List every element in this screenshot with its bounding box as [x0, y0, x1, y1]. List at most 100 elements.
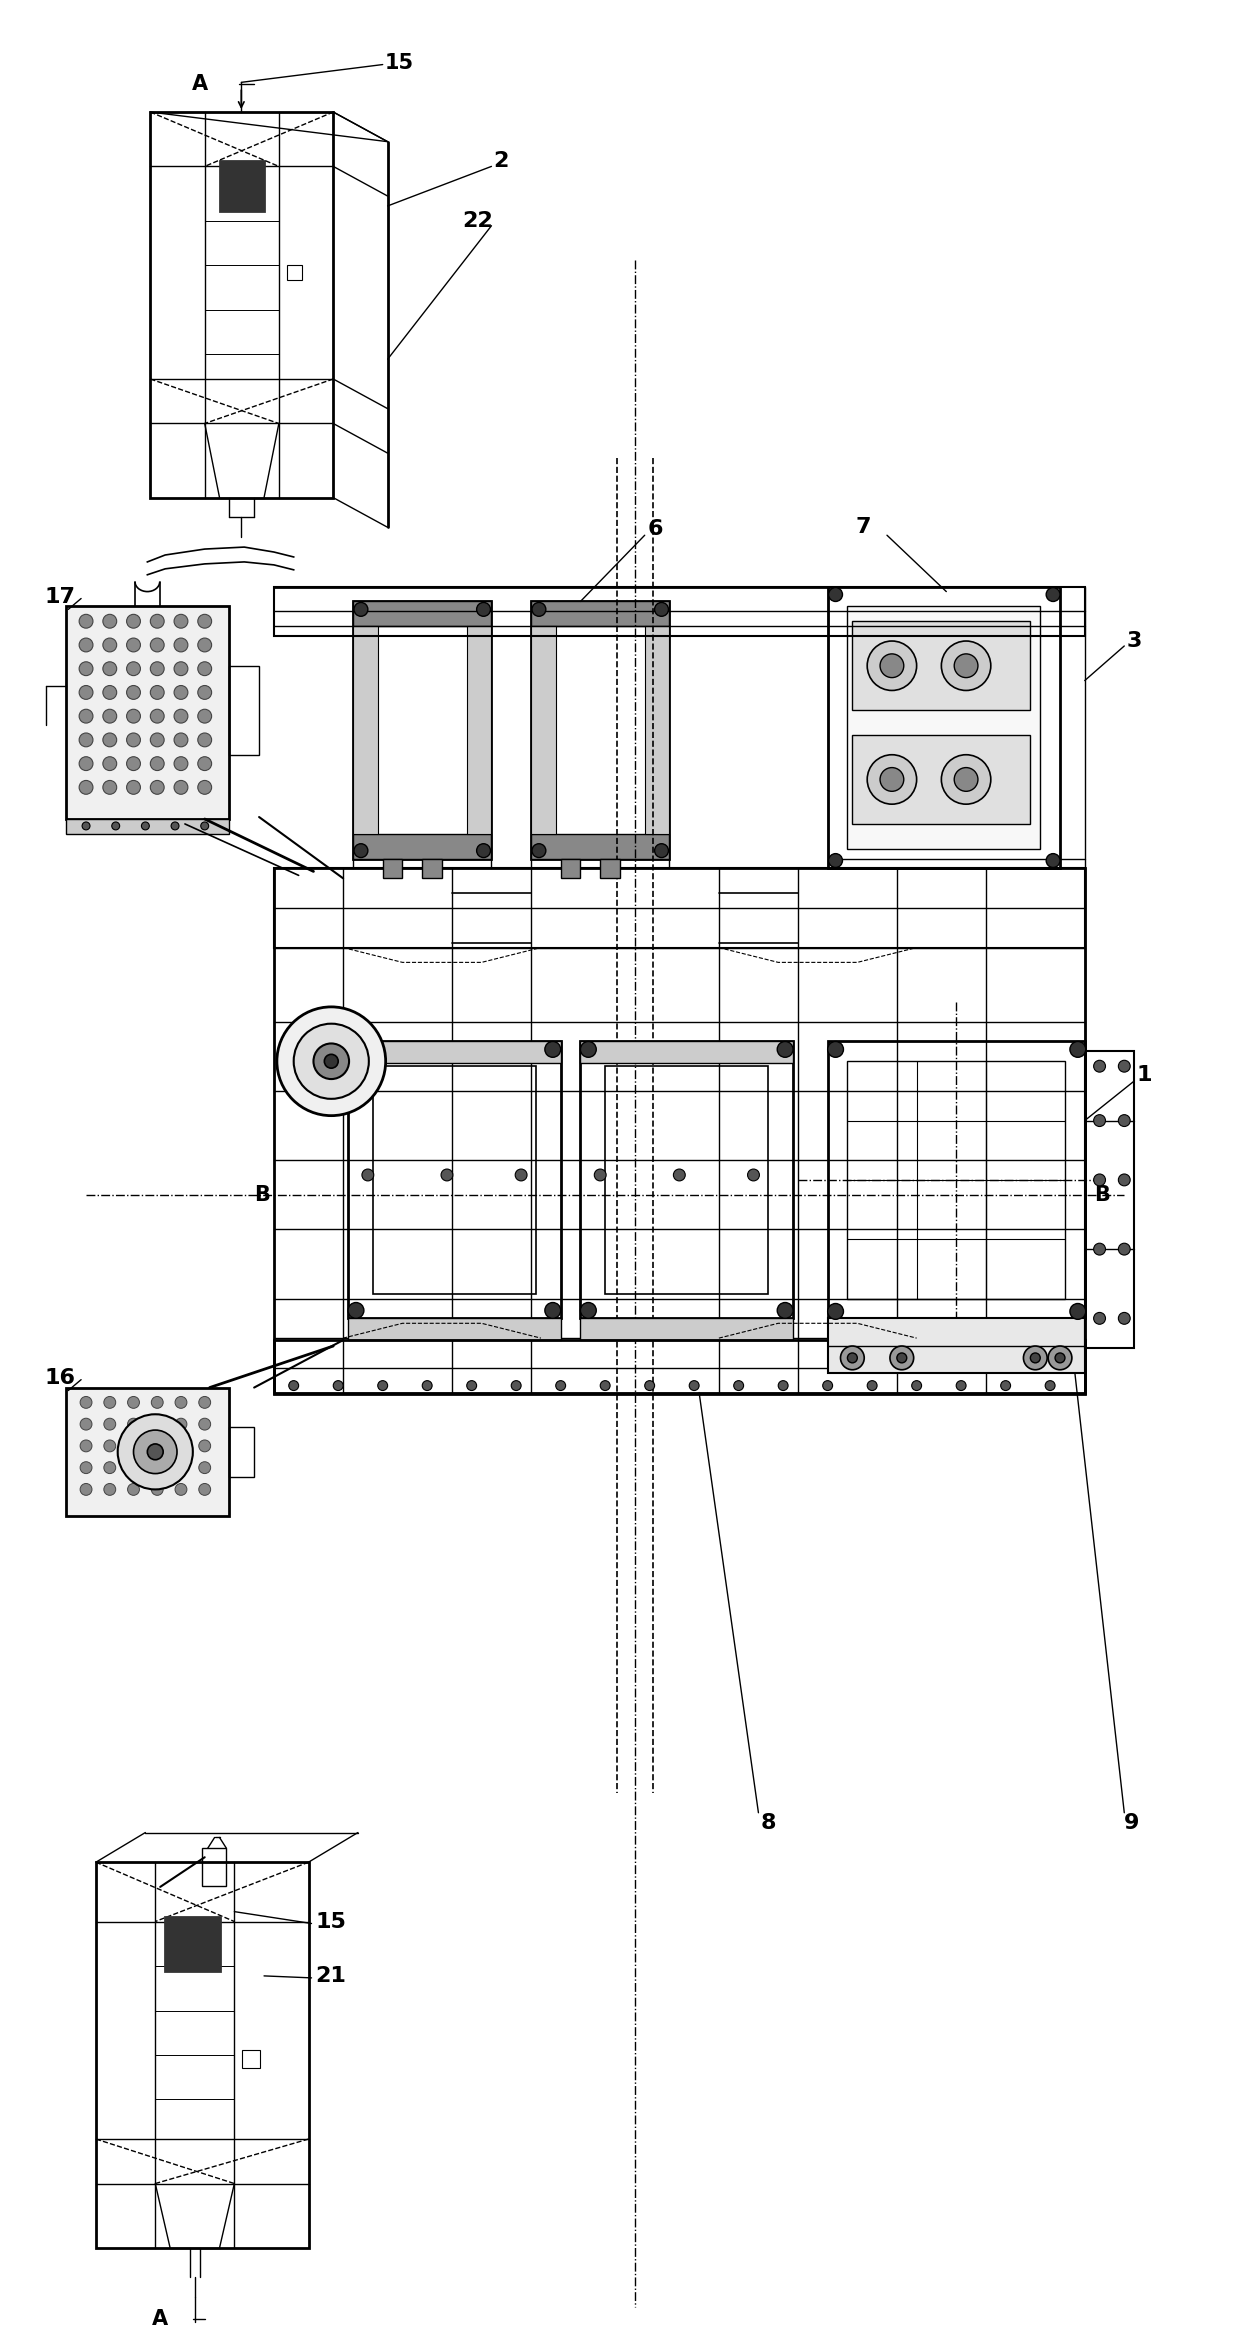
Circle shape: [148, 1445, 164, 1459]
Circle shape: [289, 1381, 299, 1391]
Circle shape: [171, 823, 179, 830]
Circle shape: [423, 1381, 432, 1391]
Bar: [852, 734, 1030, 823]
Circle shape: [1030, 1353, 1040, 1362]
Circle shape: [79, 781, 93, 795]
Bar: [423, 858, 441, 879]
Circle shape: [334, 1381, 343, 1391]
Circle shape: [580, 1301, 596, 1318]
Bar: [852, 621, 1030, 711]
Circle shape: [1023, 1346, 1047, 1369]
Bar: [466, 626, 491, 835]
Circle shape: [198, 1440, 211, 1452]
Bar: [827, 1318, 1085, 1372]
Circle shape: [1070, 1304, 1086, 1320]
Bar: [150, 113, 334, 497]
Bar: [274, 868, 1085, 947]
Circle shape: [827, 1304, 843, 1320]
Bar: [1085, 1051, 1135, 1348]
Circle shape: [689, 1381, 699, 1391]
Circle shape: [79, 638, 93, 652]
Circle shape: [1118, 1114, 1130, 1126]
Circle shape: [126, 734, 140, 746]
Circle shape: [880, 767, 904, 790]
Circle shape: [104, 1419, 115, 1430]
Bar: [645, 626, 670, 835]
Bar: [353, 835, 491, 858]
Circle shape: [150, 757, 164, 772]
Circle shape: [151, 1440, 164, 1452]
Circle shape: [198, 1419, 211, 1430]
Circle shape: [104, 1484, 115, 1496]
Circle shape: [198, 734, 212, 746]
Circle shape: [103, 734, 117, 746]
Circle shape: [1094, 1175, 1106, 1187]
Circle shape: [151, 1398, 164, 1409]
Circle shape: [655, 603, 668, 617]
Circle shape: [353, 844, 368, 858]
Circle shape: [734, 1381, 744, 1391]
Circle shape: [198, 661, 212, 675]
Circle shape: [151, 1419, 164, 1430]
Circle shape: [294, 1025, 368, 1100]
Circle shape: [828, 589, 842, 600]
Bar: [274, 1339, 1085, 1395]
Circle shape: [81, 1440, 92, 1452]
Bar: [580, 1041, 794, 1062]
Bar: [827, 586, 1060, 868]
Text: 6: 6: [647, 518, 663, 539]
Bar: [229, 666, 259, 755]
Bar: [348, 1041, 560, 1318]
Bar: [348, 1041, 560, 1062]
Circle shape: [673, 1170, 686, 1182]
Text: A: A: [192, 75, 208, 94]
Text: 1: 1: [1136, 1065, 1152, 1086]
Circle shape: [103, 638, 117, 652]
Circle shape: [198, 638, 212, 652]
Circle shape: [175, 1419, 187, 1430]
Circle shape: [476, 603, 491, 617]
Circle shape: [277, 1006, 386, 1116]
Circle shape: [104, 1440, 115, 1452]
Bar: [600, 858, 620, 879]
Text: 15: 15: [315, 1911, 346, 1932]
Circle shape: [1094, 1243, 1106, 1255]
Circle shape: [466, 1381, 476, 1391]
Circle shape: [532, 603, 546, 617]
Bar: [219, 162, 264, 211]
Circle shape: [198, 708, 212, 722]
Circle shape: [150, 685, 164, 699]
Circle shape: [174, 661, 188, 675]
Circle shape: [103, 685, 117, 699]
Circle shape: [867, 1381, 877, 1391]
Circle shape: [175, 1461, 187, 1473]
Circle shape: [1094, 1313, 1106, 1325]
Text: 2: 2: [494, 152, 508, 171]
Circle shape: [79, 614, 93, 628]
Circle shape: [103, 661, 117, 675]
Bar: [580, 1041, 794, 1318]
Circle shape: [198, 614, 212, 628]
Circle shape: [314, 1044, 350, 1079]
Circle shape: [150, 661, 164, 675]
Bar: [531, 835, 670, 858]
Circle shape: [103, 708, 117, 722]
Circle shape: [134, 1430, 177, 1473]
Circle shape: [126, 685, 140, 699]
Circle shape: [126, 708, 140, 722]
Circle shape: [126, 661, 140, 675]
Circle shape: [827, 1041, 843, 1058]
Circle shape: [911, 1381, 921, 1391]
Bar: [66, 607, 229, 818]
Circle shape: [941, 640, 991, 689]
Circle shape: [150, 781, 164, 795]
Circle shape: [198, 1461, 211, 1473]
Bar: [66, 1388, 229, 1517]
Bar: [847, 607, 1040, 849]
Circle shape: [174, 757, 188, 772]
Circle shape: [841, 1346, 864, 1369]
Bar: [827, 1041, 1085, 1318]
Text: 16: 16: [45, 1367, 76, 1388]
Bar: [202, 1848, 227, 1885]
Bar: [383, 858, 403, 879]
